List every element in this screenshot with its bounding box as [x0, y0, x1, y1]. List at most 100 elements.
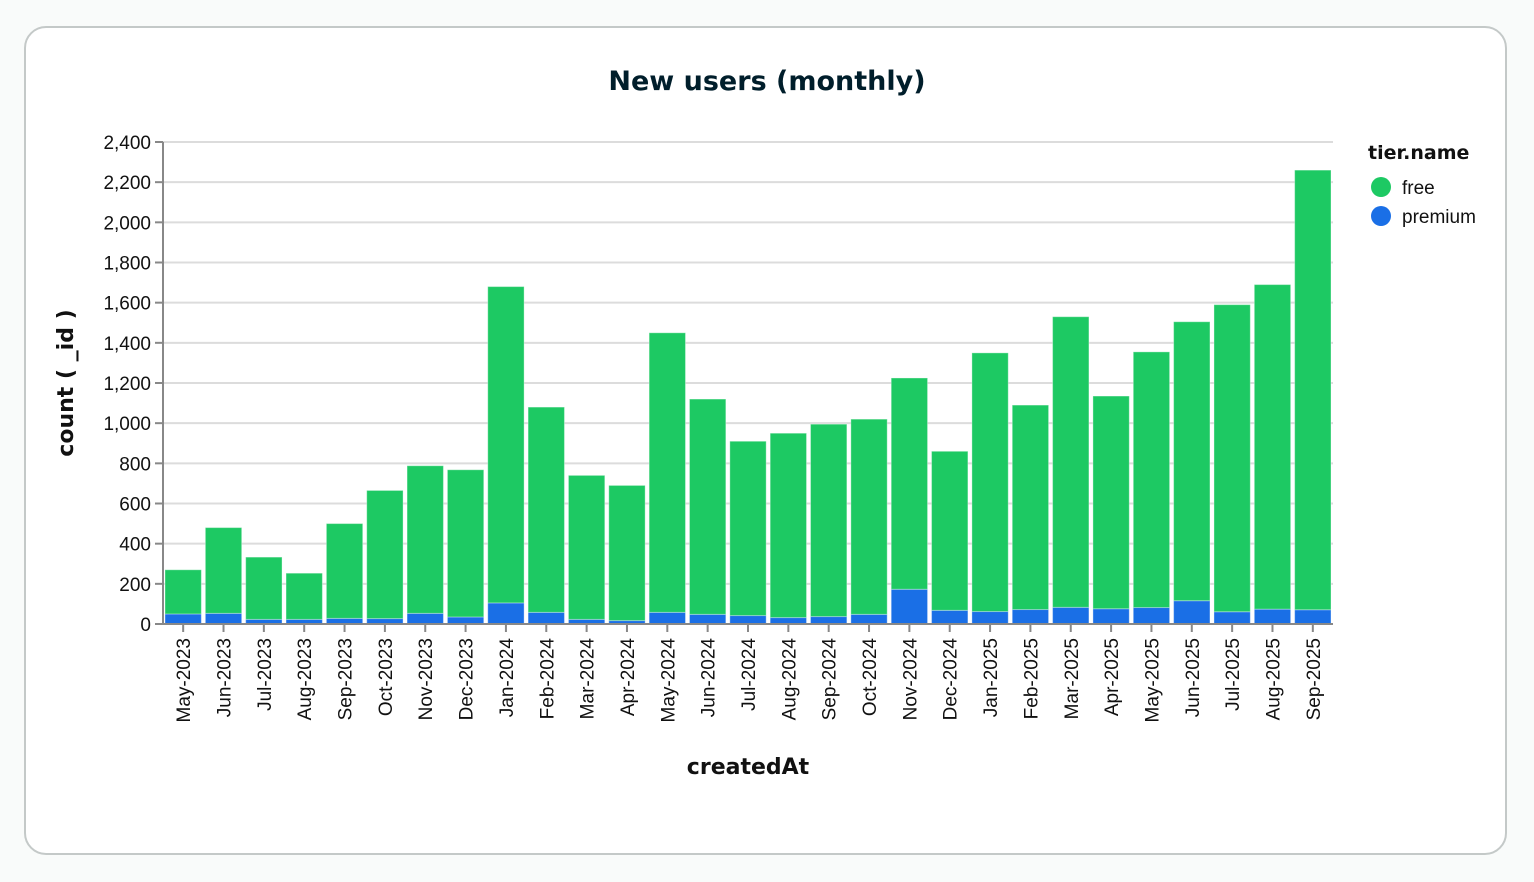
- legend-label-free[interactable]: free: [1402, 178, 1435, 199]
- bar-premium-Jan-2025[interactable]: [971, 611, 1009, 625]
- bar-premium-Jun-2025[interactable]: [1173, 600, 1211, 625]
- bar-free-Jan-2025[interactable]: [971, 352, 1009, 613]
- bar-premium-Mar-2025[interactable]: [1052, 606, 1090, 625]
- x-tick-label: Jun-2025: [1183, 638, 1204, 717]
- bar-premium-Nov-2023[interactable]: [406, 612, 444, 625]
- x-tick-label: Sep-2025: [1304, 638, 1325, 720]
- x-tick-label: Jul-2025: [1223, 638, 1244, 711]
- x-tick-label: Apr-2024: [618, 638, 639, 717]
- bar-premium-Aug-2025[interactable]: [1253, 608, 1292, 625]
- x-tick-label: May-2023: [174, 638, 195, 723]
- y-tick-label: 600: [119, 495, 151, 516]
- bar-free-Feb-2025[interactable]: [1011, 404, 1050, 611]
- bar-free-Apr-2024[interactable]: [608, 484, 646, 622]
- bar-free-Jun-2023[interactable]: [204, 527, 243, 614]
- x-tick-label: Sep-2024: [820, 638, 841, 721]
- bar-free-Jul-2025[interactable]: [1213, 304, 1251, 613]
- x-tick-label: Dec-2024: [941, 638, 962, 721]
- x-tick-label: Oct-2023: [376, 638, 397, 716]
- bar-free-May-2024[interactable]: [648, 332, 686, 613]
- bar-free-Aug-2024[interactable]: [769, 432, 808, 619]
- bar-free-Nov-2023[interactable]: [406, 465, 444, 614]
- bar-free-Oct-2023[interactable]: [366, 489, 404, 620]
- bar-free-Mar-2025[interactable]: [1052, 316, 1090, 608]
- legend: tier.name free premium: [1368, 142, 1476, 228]
- bar-premium-Sep-2024[interactable]: [810, 616, 848, 625]
- x-tick-label: Nov-2023: [416, 638, 437, 720]
- y-tick-label: 1,800: [103, 254, 151, 275]
- bar-free-Dec-2023[interactable]: [446, 469, 485, 618]
- y-axis-title: count ( _id ): [54, 309, 79, 456]
- bar-premium-Jun-2024[interactable]: [688, 613, 727, 625]
- legend-title: tier.name: [1368, 142, 1469, 164]
- x-tick-label: Feb-2024: [537, 638, 558, 720]
- x-tick-label: Mar-2025: [1062, 638, 1083, 719]
- legend-swatch-premium: [1371, 206, 1391, 226]
- x-axis-ticks: May-2023 Jun-2023 Jul-2023 Aug-2023 Sep-2023…: [174, 624, 1325, 723]
- x-tick-label: Feb-2025: [1021, 638, 1042, 719]
- x-tick-label: Jan-2024: [497, 638, 518, 718]
- y-tick-label: 1,200: [103, 374, 151, 395]
- bar-premium-Dec-2023[interactable]: [446, 616, 485, 625]
- bar-free-Nov-2024[interactable]: [890, 377, 929, 590]
- y-tick-label: 2,200: [103, 173, 151, 194]
- bar-free-May-2023[interactable]: [164, 569, 202, 615]
- bar-free-Mar-2024[interactable]: [567, 474, 606, 620]
- y-tick-label: 400: [119, 535, 151, 556]
- y-tick-label: 1,000: [103, 414, 151, 435]
- x-tick-label: Dec-2023: [457, 638, 478, 720]
- bar-free-Jul-2024[interactable]: [729, 440, 767, 617]
- x-tick-label: Jan-2025: [981, 638, 1002, 717]
- bar-premium-Jul-2024[interactable]: [729, 615, 767, 625]
- x-tick-label: Jun-2023: [215, 638, 236, 717]
- y-tick-label: 1,400: [103, 334, 151, 355]
- x-tick-label: Mar-2024: [578, 638, 599, 720]
- x-tick-label: Jun-2024: [699, 638, 720, 718]
- x-tick-label: Jul-2024: [739, 638, 760, 711]
- y-tick-label: 1,600: [103, 294, 151, 315]
- bar-free-Sep-2024[interactable]: [810, 423, 848, 618]
- x-tick-label: Oct-2024: [860, 638, 881, 717]
- bar-free-Feb-2024[interactable]: [527, 406, 565, 613]
- bar-free-Dec-2024[interactable]: [931, 450, 969, 611]
- bars: [164, 169, 1332, 625]
- bar-premium-Sep-2025[interactable]: [1294, 609, 1332, 625]
- bar-free-Jun-2025[interactable]: [1173, 321, 1211, 602]
- bar-free-Sep-2025[interactable]: [1294, 169, 1332, 611]
- bar-free-Aug-2025[interactable]: [1253, 284, 1292, 610]
- bar-premium-Jun-2023[interactable]: [204, 612, 243, 625]
- bar-free-May-2025[interactable]: [1132, 351, 1171, 609]
- chart-title: New users (monthly): [608, 66, 925, 97]
- bar-premium-Feb-2025[interactable]: [1011, 609, 1050, 625]
- bar-premium-Feb-2024[interactable]: [527, 611, 565, 625]
- bar-premium-Nov-2024[interactable]: [890, 588, 929, 625]
- x-tick-label: Apr-2025: [1102, 638, 1123, 716]
- x-tick-label: May-2024: [658, 638, 679, 723]
- bar-free-Jan-2024[interactable]: [487, 286, 525, 604]
- bar-premium-May-2024[interactable]: [648, 611, 686, 625]
- x-tick-label: Nov-2024: [900, 638, 921, 721]
- bar-free-Apr-2025[interactable]: [1092, 395, 1130, 610]
- bar-premium-May-2023[interactable]: [164, 613, 202, 625]
- bar-free-Jul-2023[interactable]: [245, 556, 283, 620]
- x-tick-label: Jul-2023: [255, 638, 276, 711]
- bar-free-Aug-2023[interactable]: [285, 572, 323, 620]
- x-tick-label: Aug-2023: [295, 638, 316, 720]
- bar-premium-Apr-2025[interactable]: [1092, 608, 1130, 625]
- bar-premium-Oct-2024[interactable]: [850, 613, 888, 625]
- x-axis-title: createdAt: [687, 755, 810, 780]
- x-tick-label: Sep-2023: [336, 638, 357, 720]
- bar-free-Oct-2024[interactable]: [850, 418, 888, 615]
- bar-premium-Dec-2024[interactable]: [931, 609, 969, 625]
- y-tick-label: 2,400: [103, 133, 151, 154]
- legend-label-premium[interactable]: premium: [1402, 207, 1476, 228]
- y-tick-label: 800: [119, 454, 151, 475]
- bar-premium-Jan-2024[interactable]: [487, 602, 525, 625]
- bar-premium-Jul-2025[interactable]: [1213, 611, 1251, 625]
- legend-swatch-free: [1371, 177, 1391, 197]
- bar-premium-May-2025[interactable]: [1132, 607, 1171, 625]
- bar-free-Sep-2023[interactable]: [325, 523, 364, 619]
- y-axis-ticks: 0 200 400 600 800 1,000 1,200 1,400 1,600 1,800 2,…: [103, 133, 163, 636]
- bar-free-Jun-2024[interactable]: [688, 398, 727, 615]
